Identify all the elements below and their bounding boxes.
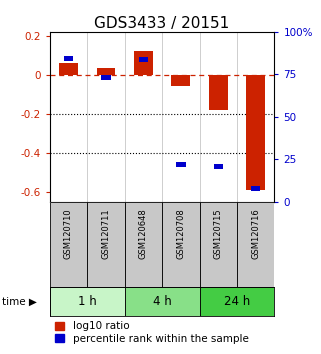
Bar (125, 287, 200, 316)
Text: GSM120648: GSM120648 (139, 209, 148, 259)
Text: 1 h: 1 h (78, 295, 97, 308)
Bar (134, 51, 153, 75)
Bar (50, 287, 125, 316)
Bar (97, 68, 115, 75)
Bar (59, 63, 78, 75)
Text: GSM120710: GSM120710 (64, 209, 73, 259)
Bar (171, 75, 190, 86)
Bar (176, 162, 186, 167)
Bar (64, 56, 73, 61)
Bar (200, 287, 274, 316)
Text: GSM120711: GSM120711 (101, 209, 110, 259)
Bar (247, 75, 265, 190)
Text: GSM120715: GSM120715 (214, 209, 223, 259)
Bar (101, 75, 111, 80)
Bar (87, 202, 125, 287)
Bar (50, 202, 87, 287)
Legend: log10 ratio, percentile rank within the sample: log10 ratio, percentile rank within the … (55, 321, 248, 344)
Bar (200, 202, 237, 287)
Bar (251, 186, 260, 191)
Bar (209, 75, 228, 110)
Title: GDS3433 / 20151: GDS3433 / 20151 (94, 16, 230, 31)
Text: time ▶: time ▶ (2, 296, 37, 306)
Bar (213, 164, 223, 169)
Bar (125, 202, 162, 287)
Bar (162, 202, 200, 287)
Text: GSM120716: GSM120716 (251, 209, 260, 259)
Text: 4 h: 4 h (153, 295, 171, 308)
Bar (237, 202, 274, 287)
Bar (139, 57, 148, 62)
Text: 24 h: 24 h (224, 295, 250, 308)
Text: GSM120708: GSM120708 (176, 209, 185, 259)
